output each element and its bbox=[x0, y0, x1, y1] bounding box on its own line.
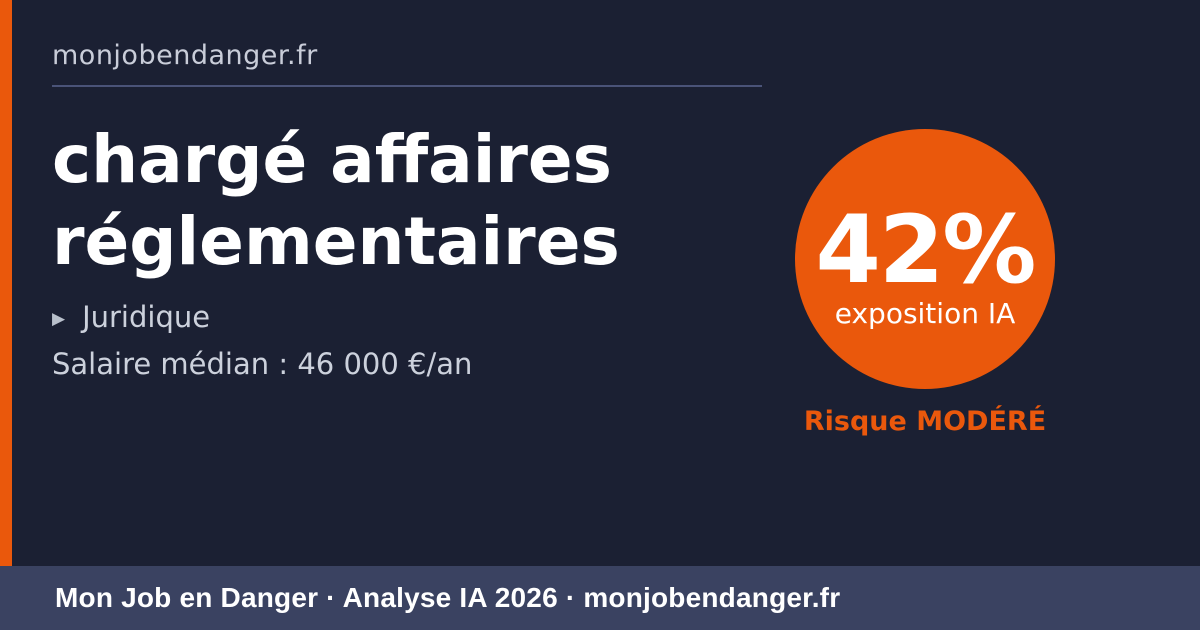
exposure-percent-value: 42% bbox=[815, 195, 1037, 305]
site-domain-label: monjobendanger.fr bbox=[52, 40, 318, 71]
sector-row: ▶ Juridique bbox=[52, 299, 762, 337]
triangle-right-icon: ▶ bbox=[52, 308, 66, 329]
main-content: monjobendanger.fr chargé affaires réglem… bbox=[52, 40, 762, 383]
risk-level-label: Risque MODÉRÉ bbox=[803, 406, 1047, 437]
median-salary-text: Salaire médian : 46 000 €/an bbox=[52, 346, 473, 381]
footer-attribution-text: Mon Job en Danger · Analyse IA 2026 · mo… bbox=[55, 582, 841, 613]
job-title: chargé affaires réglementaires bbox=[52, 121, 620, 281]
sector-label: Juridique bbox=[82, 300, 211, 335]
footer-band: Mon Job en Danger · Analyse IA 2026 · mo… bbox=[0, 566, 1200, 630]
header-divider bbox=[52, 85, 762, 88]
ai-exposure-badge: 42% exposition IA bbox=[795, 129, 1055, 389]
left-accent-bar bbox=[0, 0, 12, 566]
exposure-caption: exposition IA bbox=[834, 297, 1016, 331]
